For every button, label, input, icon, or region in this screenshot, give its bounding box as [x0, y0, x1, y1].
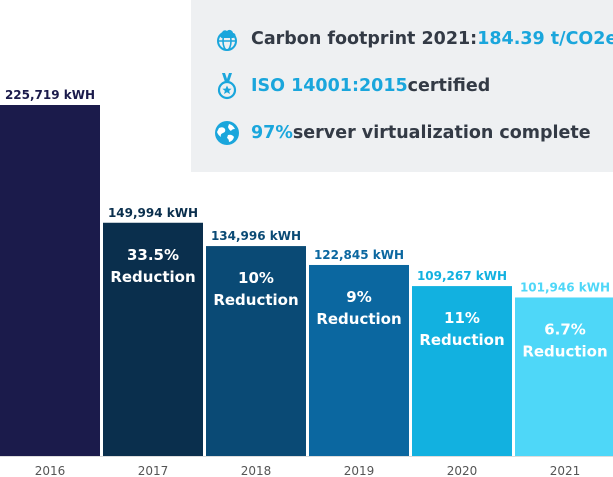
- globe-icon: [215, 121, 239, 145]
- value-label-2020: 109,267 kWH: [417, 269, 507, 283]
- reduction-pct-2019: 9%: [346, 288, 371, 306]
- carbon-footprint-row: Carbon footprint 2021: 184.39 t/CO2e: [213, 24, 613, 54]
- year-label-2016: 2016: [35, 464, 66, 477]
- highlights-panel: Carbon footprint 2021: 184.39 t/CO2e ISO…: [191, 0, 613, 172]
- year-label-2017: 2017: [138, 464, 169, 477]
- value-label-2017: 149,994 kWH: [108, 206, 198, 220]
- bar-2017: [103, 222, 203, 456]
- year-label-2021: 2021: [550, 464, 581, 477]
- reduction-pct-2021: 6.7%: [544, 320, 586, 338]
- value-label-2016: 225,719 kWH: [5, 88, 95, 102]
- medal-icon: [217, 73, 237, 100]
- carbon-footprint-value: 184.39 t/CO2e: [477, 29, 613, 49]
- reduction-word-2017: Reduction: [110, 268, 195, 286]
- bar-2019: [309, 264, 409, 456]
- reduction-word-2021: Reduction: [522, 342, 607, 360]
- bar-2020: [412, 286, 512, 456]
- year-label-2020: 2020: [447, 464, 478, 477]
- reduction-word-2019: Reduction: [316, 310, 401, 328]
- iso-standard: ISO 14001:2015: [251, 76, 408, 96]
- year-label-2018: 2018: [241, 464, 272, 477]
- value-label-2021: 101,946 kWH: [520, 280, 610, 294]
- reduction-pct-2020: 11%: [444, 309, 480, 327]
- bar-2021: [515, 297, 613, 456]
- reduction-pct-2018: 10%: [238, 269, 274, 287]
- virtualization-value: 97%: [251, 123, 293, 143]
- reduction-word-2018: Reduction: [213, 291, 298, 309]
- virtualization-label: server virtualization complete: [292, 123, 591, 143]
- reduction-word-2020: Reduction: [419, 331, 504, 349]
- value-label-2018: 134,996 kWH: [211, 229, 301, 243]
- virtualization-row: 97% server virtualization complete: [213, 118, 591, 148]
- bar-2018: [206, 246, 306, 456]
- year-label-2019: 2019: [344, 464, 375, 477]
- carbon-footprint-label: Carbon footprint 2021:: [251, 29, 478, 49]
- iso-certification-row: ISO 14001:2015 certified: [213, 71, 490, 101]
- reduction-pct-2017: 33.5%: [127, 246, 179, 264]
- iso-certified-label: certified: [407, 76, 491, 96]
- globe-cloud-icon: [217, 29, 237, 51]
- value-label-2019: 122,845 kWH: [314, 248, 404, 262]
- bar-2016: [0, 105, 100, 456]
